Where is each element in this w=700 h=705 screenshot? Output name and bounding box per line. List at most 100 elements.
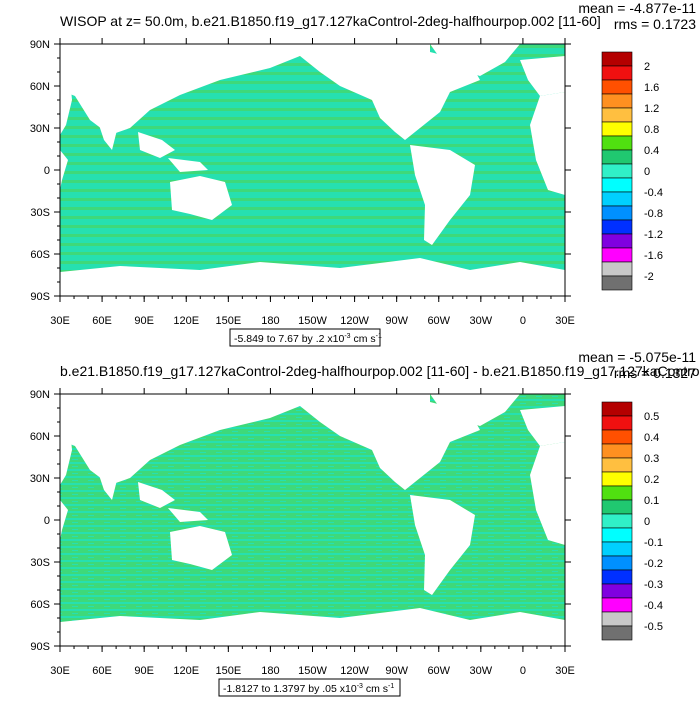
legend-swatch — [601, 513, 633, 529]
legend-label: -0.2 — [644, 558, 663, 570]
legend-label: 0 — [644, 516, 650, 528]
legend-label: -0.4 — [644, 600, 663, 612]
legend-swatch — [601, 149, 633, 165]
lon-label: 150W — [298, 665, 327, 677]
lon-label: 150E — [215, 315, 241, 327]
legend-swatch — [601, 121, 633, 137]
legend-swatch — [601, 51, 633, 67]
panel-1-range-unit-exp: -1 — [376, 333, 382, 340]
legend-swatch — [601, 107, 633, 123]
lon-label: 0 — [520, 665, 526, 677]
panel-1-lat-labels: 90N 60N 30N 0 30S 60S 90S — [30, 39, 50, 303]
panel-1-land — [60, 44, 565, 296]
lat-label: 0 — [44, 165, 50, 177]
legend-swatch — [601, 65, 633, 81]
panel-1-map — [60, 44, 565, 296]
legend-swatch — [601, 247, 633, 263]
lon-label: 180 — [261, 315, 279, 327]
lon-label: 30W — [470, 665, 493, 677]
panel-1-range-box: -5.849 to 7.67 by .2 x10-3 cm s-1 — [229, 328, 382, 347]
lon-label: 120E — [173, 315, 199, 327]
legend-label: -0.5 — [644, 621, 663, 633]
legend-label: -0.1 — [644, 537, 663, 549]
lat-label: 60N — [30, 431, 50, 443]
panel-1-range-text: -5.849 to 7.67 by .2 x10 — [234, 333, 344, 345]
legend-swatch — [601, 163, 633, 179]
legend-label: 0.3 — [644, 453, 659, 465]
legend-swatch — [601, 415, 633, 431]
lon-label: 90W — [385, 665, 408, 677]
legend-swatch — [601, 569, 633, 585]
lat-label: 90N — [30, 39, 50, 51]
lat-label: 30S — [30, 207, 50, 219]
legend-swatch — [601, 443, 633, 459]
lon-label: 90E — [134, 665, 154, 677]
lon-label: 30E — [50, 315, 70, 327]
legend-swatch — [601, 233, 633, 249]
lat-label: 0 — [44, 515, 50, 527]
lon-label: 180 — [261, 665, 279, 677]
lat-label: 90N — [30, 389, 50, 401]
legend-swatch — [601, 261, 633, 277]
legend-swatch — [601, 177, 633, 193]
legend-swatch — [601, 191, 633, 207]
svg-text:-1.8127 to 1.3797 by .05 x10-3: -1.8127 to 1.3797 by .05 x10-3 cm s-1 — [223, 683, 394, 695]
lat-label: 30S — [30, 557, 50, 569]
panel-2-range-text: -1.8127 to 1.3797 by .05 x10 — [223, 683, 357, 695]
legend-swatch — [601, 597, 633, 613]
legend-label: -1.6 — [644, 250, 663, 262]
legend-label: 0.5 — [644, 411, 659, 423]
legend-swatch — [601, 205, 633, 221]
legend-swatch — [601, 79, 633, 95]
panel-2-range-exp: -3 — [357, 683, 363, 690]
legend-swatch — [601, 541, 633, 557]
legend-swatch — [601, 93, 633, 109]
lat-label: 30N — [30, 473, 50, 485]
legend-swatch — [601, 275, 633, 291]
legend-label: -0.4 — [644, 187, 663, 199]
panel-2-range-unit-exp: -1 — [388, 683, 394, 690]
lat-label: 60S — [30, 249, 50, 261]
legend-label: -2 — [644, 271, 654, 283]
panel-1-range-exp: -3 — [344, 333, 350, 340]
lon-label: 30E — [50, 665, 70, 677]
legend-swatch — [601, 611, 633, 627]
legend-label: -1.2 — [644, 229, 663, 241]
panel-2-ticks — [54, 388, 571, 652]
lat-label: 60N — [30, 81, 50, 93]
legend-swatch — [601, 499, 633, 515]
panel-1-range-unit: cm s — [351, 333, 376, 345]
panel-2-legend: 0.5 0.4 0.3 0.2 0.1 0 -0.1 -0.2 -0.3 -0.4 -0.5 — [601, 401, 663, 641]
legend-swatch — [601, 625, 633, 641]
panel-2-land — [60, 394, 565, 646]
legend-swatch — [601, 583, 633, 599]
legend-swatch — [601, 485, 633, 501]
lon-label: 120W — [340, 315, 369, 327]
lon-label: 150W — [298, 315, 327, 327]
legend-label: 0.4 — [644, 145, 659, 157]
panel-1-title: WISOP at z= 50.0m, b.e21.B1850.f19_g17.1… — [60, 13, 601, 29]
legend-swatch — [601, 457, 633, 473]
panel-2-title: b.e21.B1850.f19_g17.127kaControl-2deg-ha… — [60, 363, 700, 379]
legend-label: -0.8 — [644, 208, 663, 220]
panel-2-range-unit: cm s — [363, 683, 388, 695]
lon-label: 30E — [555, 315, 575, 327]
lat-label: 90S — [30, 291, 50, 303]
lat-label: 60S — [30, 599, 50, 611]
panel-2: b.e21.B1850.f19_g17.127kaControl-2deg-ha… — [30, 349, 700, 697]
lon-label: 60W — [427, 315, 450, 327]
lat-label: 90S — [30, 641, 50, 653]
lon-label: 0 — [520, 315, 526, 327]
legend-label: 0.8 — [644, 124, 659, 136]
lat-label: 30N — [30, 123, 50, 135]
lon-label: 120W — [340, 665, 369, 677]
legend-label: 2 — [644, 61, 650, 73]
lon-label: 90W — [385, 315, 408, 327]
legend-label: 0 — [644, 166, 650, 178]
lon-label: 90E — [134, 315, 154, 327]
panel-1-mean: mean = -4.877e-11 — [578, 0, 696, 16]
legend-swatch — [601, 555, 633, 571]
panel-1-legend: 2 1.6 1.2 0.8 0.4 0 -0.4 -0.8 -1.2 -1.6 -2 — [601, 51, 663, 291]
svg-text:-5.849 to 7.67 by .2 x10-3 cm: -5.849 to 7.67 by .2 x10-3 cm s-1 — [234, 333, 382, 345]
